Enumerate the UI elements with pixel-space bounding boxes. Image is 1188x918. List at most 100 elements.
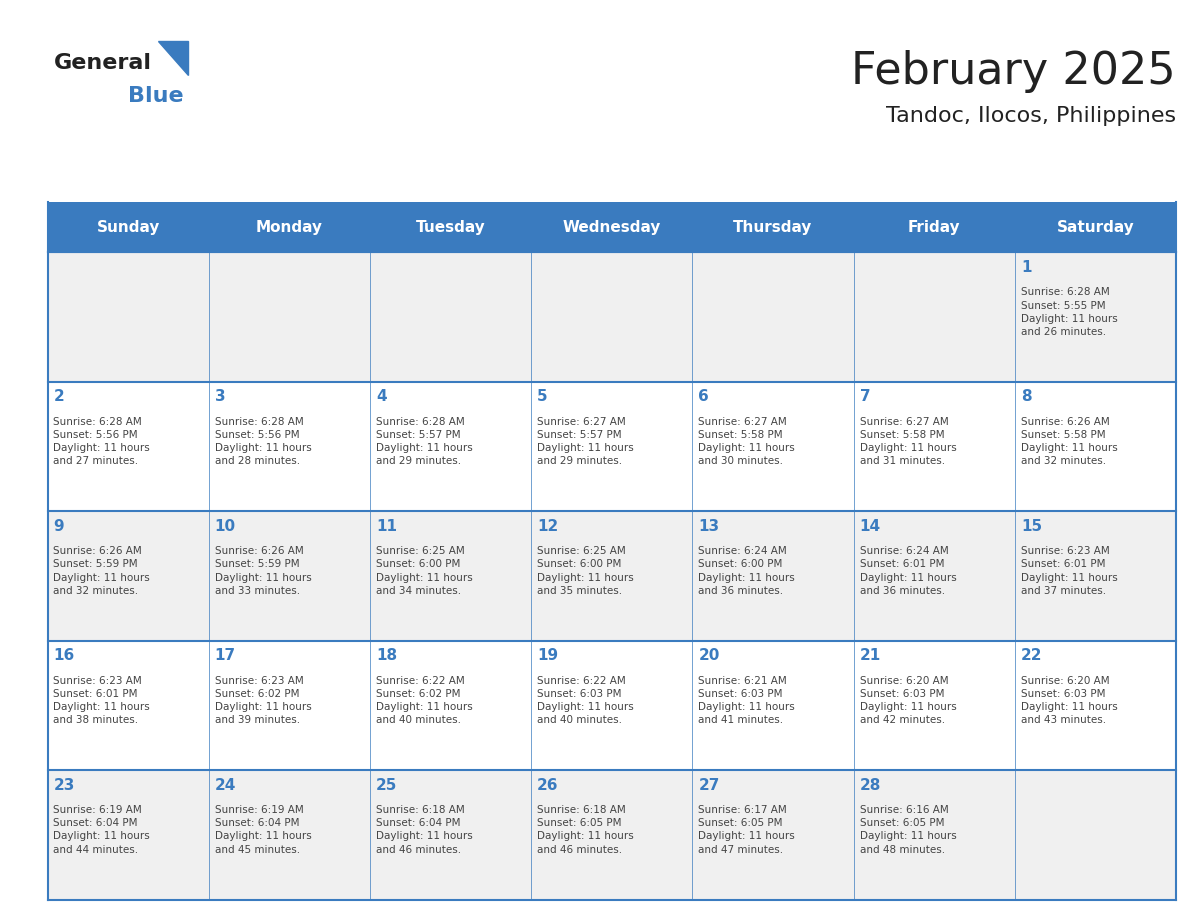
- Text: 1: 1: [1020, 260, 1031, 274]
- Text: 15: 15: [1020, 519, 1042, 533]
- Bar: [209, 252, 369, 382]
- Text: Thursday: Thursday: [733, 219, 813, 235]
- Text: 28: 28: [860, 778, 881, 792]
- Text: Tuesday: Tuesday: [416, 219, 486, 235]
- Text: 7: 7: [860, 389, 871, 404]
- Bar: [48, 202, 209, 252]
- Bar: [209, 511, 369, 641]
- Text: Sunrise: 6:22 AM
Sunset: 6:03 PM
Daylight: 11 hours
and 40 minutes.: Sunrise: 6:22 AM Sunset: 6:03 PM Dayligh…: [537, 676, 634, 725]
- Text: 27: 27: [699, 778, 720, 792]
- Bar: [531, 641, 693, 770]
- Text: 19: 19: [537, 648, 558, 663]
- Text: February 2025: February 2025: [852, 50, 1176, 94]
- Text: Sunrise: 6:26 AM
Sunset: 5:59 PM
Daylight: 11 hours
and 32 minutes.: Sunrise: 6:26 AM Sunset: 5:59 PM Dayligh…: [53, 546, 150, 596]
- Bar: [48, 382, 209, 511]
- Bar: [369, 382, 531, 511]
- Text: 4: 4: [375, 389, 386, 404]
- Bar: [209, 770, 369, 900]
- Text: Sunrise: 6:18 AM
Sunset: 6:04 PM
Daylight: 11 hours
and 46 minutes.: Sunrise: 6:18 AM Sunset: 6:04 PM Dayligh…: [375, 805, 473, 855]
- Text: Sunrise: 6:23 AM
Sunset: 6:01 PM
Daylight: 11 hours
and 38 minutes.: Sunrise: 6:23 AM Sunset: 6:01 PM Dayligh…: [53, 676, 150, 725]
- Text: 24: 24: [215, 778, 236, 792]
- Text: 16: 16: [53, 648, 75, 663]
- Text: 11: 11: [375, 519, 397, 533]
- Bar: [693, 202, 854, 252]
- Bar: [854, 202, 1015, 252]
- Bar: [1015, 641, 1176, 770]
- Text: Sunrise: 6:23 AM
Sunset: 6:01 PM
Daylight: 11 hours
and 37 minutes.: Sunrise: 6:23 AM Sunset: 6:01 PM Dayligh…: [1020, 546, 1118, 596]
- Text: Sunrise: 6:19 AM
Sunset: 6:04 PM
Daylight: 11 hours
and 44 minutes.: Sunrise: 6:19 AM Sunset: 6:04 PM Dayligh…: [53, 805, 150, 855]
- Text: Sunrise: 6:17 AM
Sunset: 6:05 PM
Daylight: 11 hours
and 47 minutes.: Sunrise: 6:17 AM Sunset: 6:05 PM Dayligh…: [699, 805, 795, 855]
- Bar: [531, 770, 693, 900]
- Bar: [369, 770, 531, 900]
- Bar: [531, 382, 693, 511]
- Text: Sunrise: 6:20 AM
Sunset: 6:03 PM
Daylight: 11 hours
and 43 minutes.: Sunrise: 6:20 AM Sunset: 6:03 PM Dayligh…: [1020, 676, 1118, 725]
- Bar: [1015, 202, 1176, 252]
- Text: 17: 17: [215, 648, 235, 663]
- Text: Sunrise: 6:27 AM
Sunset: 5:57 PM
Daylight: 11 hours
and 29 minutes.: Sunrise: 6:27 AM Sunset: 5:57 PM Dayligh…: [537, 417, 634, 466]
- Text: Sunrise: 6:25 AM
Sunset: 6:00 PM
Daylight: 11 hours
and 35 minutes.: Sunrise: 6:25 AM Sunset: 6:00 PM Dayligh…: [537, 546, 634, 596]
- Bar: [854, 641, 1015, 770]
- Bar: [369, 511, 531, 641]
- Bar: [369, 252, 531, 382]
- Bar: [209, 641, 369, 770]
- Text: Sunrise: 6:28 AM
Sunset: 5:56 PM
Daylight: 11 hours
and 27 minutes.: Sunrise: 6:28 AM Sunset: 5:56 PM Dayligh…: [53, 417, 150, 466]
- Bar: [693, 770, 854, 900]
- Bar: [48, 252, 209, 382]
- Text: Monday: Monday: [255, 219, 323, 235]
- Text: 26: 26: [537, 778, 558, 792]
- Text: Wednesday: Wednesday: [563, 219, 661, 235]
- Bar: [531, 202, 693, 252]
- Text: Sunrise: 6:19 AM
Sunset: 6:04 PM
Daylight: 11 hours
and 45 minutes.: Sunrise: 6:19 AM Sunset: 6:04 PM Dayligh…: [215, 805, 311, 855]
- Text: Saturday: Saturday: [1056, 219, 1135, 235]
- Bar: [1015, 252, 1176, 382]
- Text: Tandoc, Ilocos, Philippines: Tandoc, Ilocos, Philippines: [886, 106, 1176, 126]
- Text: 5: 5: [537, 389, 548, 404]
- Text: Sunrise: 6:22 AM
Sunset: 6:02 PM
Daylight: 11 hours
and 40 minutes.: Sunrise: 6:22 AM Sunset: 6:02 PM Dayligh…: [375, 676, 473, 725]
- Text: Sunrise: 6:28 AM
Sunset: 5:55 PM
Daylight: 11 hours
and 26 minutes.: Sunrise: 6:28 AM Sunset: 5:55 PM Dayligh…: [1020, 287, 1118, 337]
- Text: 13: 13: [699, 519, 720, 533]
- Bar: [693, 382, 854, 511]
- Text: Sunday: Sunday: [96, 219, 160, 235]
- Bar: [209, 202, 369, 252]
- Bar: [693, 252, 854, 382]
- Text: Sunrise: 6:26 AM
Sunset: 5:58 PM
Daylight: 11 hours
and 32 minutes.: Sunrise: 6:26 AM Sunset: 5:58 PM Dayligh…: [1020, 417, 1118, 466]
- Bar: [48, 770, 209, 900]
- Text: 10: 10: [215, 519, 235, 533]
- Bar: [1015, 770, 1176, 900]
- Text: 6: 6: [699, 389, 709, 404]
- Text: Sunrise: 6:28 AM
Sunset: 5:57 PM
Daylight: 11 hours
and 29 minutes.: Sunrise: 6:28 AM Sunset: 5:57 PM Dayligh…: [375, 417, 473, 466]
- Text: 3: 3: [215, 389, 226, 404]
- Text: 20: 20: [699, 648, 720, 663]
- Text: 14: 14: [860, 519, 880, 533]
- Text: 2: 2: [53, 389, 64, 404]
- Bar: [854, 770, 1015, 900]
- Bar: [693, 641, 854, 770]
- Bar: [531, 252, 693, 382]
- Bar: [48, 641, 209, 770]
- Text: Sunrise: 6:23 AM
Sunset: 6:02 PM
Daylight: 11 hours
and 39 minutes.: Sunrise: 6:23 AM Sunset: 6:02 PM Dayligh…: [215, 676, 311, 725]
- Polygon shape: [158, 41, 188, 75]
- Text: 23: 23: [53, 778, 75, 792]
- Text: Sunrise: 6:16 AM
Sunset: 6:05 PM
Daylight: 11 hours
and 48 minutes.: Sunrise: 6:16 AM Sunset: 6:05 PM Dayligh…: [860, 805, 956, 855]
- Text: Sunrise: 6:27 AM
Sunset: 5:58 PM
Daylight: 11 hours
and 30 minutes.: Sunrise: 6:27 AM Sunset: 5:58 PM Dayligh…: [699, 417, 795, 466]
- Text: Sunrise: 6:26 AM
Sunset: 5:59 PM
Daylight: 11 hours
and 33 minutes.: Sunrise: 6:26 AM Sunset: 5:59 PM Dayligh…: [215, 546, 311, 596]
- Bar: [854, 382, 1015, 511]
- Text: General: General: [53, 53, 151, 73]
- Bar: [48, 511, 209, 641]
- Text: Sunrise: 6:25 AM
Sunset: 6:00 PM
Daylight: 11 hours
and 34 minutes.: Sunrise: 6:25 AM Sunset: 6:00 PM Dayligh…: [375, 546, 473, 596]
- Bar: [693, 511, 854, 641]
- Bar: [1015, 382, 1176, 511]
- Text: 25: 25: [375, 778, 397, 792]
- Text: 12: 12: [537, 519, 558, 533]
- Text: Sunrise: 6:20 AM
Sunset: 6:03 PM
Daylight: 11 hours
and 42 minutes.: Sunrise: 6:20 AM Sunset: 6:03 PM Dayligh…: [860, 676, 956, 725]
- Text: 21: 21: [860, 648, 880, 663]
- Bar: [854, 252, 1015, 382]
- Bar: [854, 511, 1015, 641]
- Bar: [369, 202, 531, 252]
- Text: 22: 22: [1020, 648, 1042, 663]
- Text: Sunrise: 6:21 AM
Sunset: 6:03 PM
Daylight: 11 hours
and 41 minutes.: Sunrise: 6:21 AM Sunset: 6:03 PM Dayligh…: [699, 676, 795, 725]
- Bar: [1015, 511, 1176, 641]
- Text: Sunrise: 6:24 AM
Sunset: 6:01 PM
Daylight: 11 hours
and 36 minutes.: Sunrise: 6:24 AM Sunset: 6:01 PM Dayligh…: [860, 546, 956, 596]
- Text: Friday: Friday: [908, 219, 961, 235]
- Bar: [369, 641, 531, 770]
